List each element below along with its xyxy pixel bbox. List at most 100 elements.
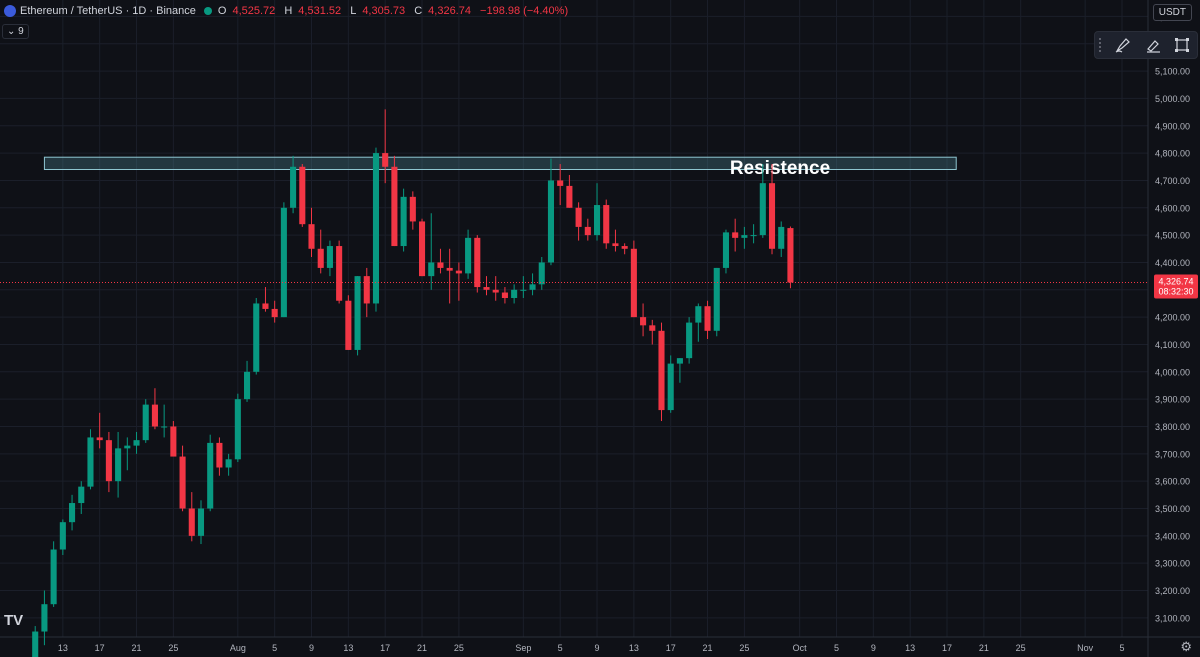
candle[interactable] xyxy=(410,197,416,222)
candle[interactable] xyxy=(705,306,711,331)
candle[interactable] xyxy=(447,268,453,271)
candle[interactable] xyxy=(106,440,112,481)
candle[interactable] xyxy=(189,509,195,536)
y-tick-label: 4,000.00 xyxy=(1155,367,1190,377)
candle[interactable] xyxy=(723,232,729,268)
candle[interactable] xyxy=(465,238,471,274)
candle[interactable] xyxy=(226,459,232,467)
select-box-icon[interactable] xyxy=(1171,34,1193,56)
candle[interactable] xyxy=(115,448,121,481)
candle[interactable] xyxy=(253,303,259,371)
candle[interactable] xyxy=(391,167,397,246)
candle[interactable] xyxy=(345,301,351,350)
candle[interactable] xyxy=(152,405,158,427)
candle[interactable] xyxy=(741,235,747,238)
candle[interactable] xyxy=(677,358,683,363)
candle[interactable] xyxy=(511,290,517,298)
candle[interactable] xyxy=(751,235,757,236)
candle[interactable] xyxy=(668,364,674,410)
candle[interactable] xyxy=(318,249,324,268)
candle[interactable] xyxy=(382,153,388,167)
candle[interactable] xyxy=(161,426,167,427)
y-tick-label: 4,400.00 xyxy=(1155,258,1190,268)
open-value: 4,525.72 xyxy=(232,5,275,17)
candle[interactable] xyxy=(51,550,57,605)
candle[interactable] xyxy=(502,293,508,298)
candle[interactable] xyxy=(272,309,278,317)
candle[interactable] xyxy=(373,153,379,303)
candle[interactable] xyxy=(428,262,434,276)
candle[interactable] xyxy=(658,331,664,410)
candle[interactable] xyxy=(198,509,204,536)
indicators-toggle[interactable]: ⌄ 9 xyxy=(2,24,29,39)
candle[interactable] xyxy=(594,205,600,235)
candle[interactable] xyxy=(640,317,646,325)
candle[interactable] xyxy=(235,399,241,459)
candle[interactable] xyxy=(355,276,361,350)
candle[interactable] xyxy=(133,440,139,445)
candle[interactable] xyxy=(308,224,314,249)
candle[interactable] xyxy=(262,303,268,308)
candle[interactable] xyxy=(364,276,370,303)
candle[interactable] xyxy=(299,167,305,224)
brush-icon[interactable] xyxy=(1142,34,1164,56)
ohlc-values: O 4,525.72 H 4,531.52 L 4,305.73 C 4,326.74 … xyxy=(218,5,574,17)
candle[interactable] xyxy=(649,325,655,330)
candle[interactable] xyxy=(401,197,407,246)
tradingview-logo-icon[interactable]: TV xyxy=(4,612,23,629)
candle[interactable] xyxy=(124,446,130,449)
candle[interactable] xyxy=(483,287,489,290)
x-tick-label: 5 xyxy=(1119,643,1124,653)
candle[interactable] xyxy=(327,246,333,268)
candle[interactable] xyxy=(557,180,563,185)
currency-selector[interactable]: USDT xyxy=(1153,4,1192,21)
candle[interactable] xyxy=(143,405,149,441)
candle[interactable] xyxy=(576,208,582,227)
candle[interactable] xyxy=(686,323,692,359)
candle[interactable] xyxy=(612,243,618,246)
candle[interactable] xyxy=(437,262,443,267)
candle[interactable] xyxy=(87,437,93,486)
candle[interactable] xyxy=(760,183,766,235)
candle[interactable] xyxy=(778,227,784,249)
candle[interactable] xyxy=(769,183,775,249)
candle[interactable] xyxy=(336,246,342,301)
candle[interactable] xyxy=(41,604,47,631)
y-tick-label: 4,800.00 xyxy=(1155,149,1190,159)
candle[interactable] xyxy=(603,205,609,243)
candle[interactable] xyxy=(539,262,545,284)
y-tick-label: 3,100.00 xyxy=(1155,613,1190,623)
candle[interactable] xyxy=(32,632,38,657)
symbol-title[interactable]: Ethereum / TetherUS · 1D · Binance xyxy=(20,5,196,17)
candle[interactable] xyxy=(714,268,720,331)
candle[interactable] xyxy=(548,180,554,262)
candle[interactable] xyxy=(732,232,738,237)
pen-icon[interactable] xyxy=(1112,34,1134,56)
candle[interactable] xyxy=(170,426,176,456)
candle[interactable] xyxy=(474,238,480,287)
candle[interactable] xyxy=(419,221,425,276)
candle[interactable] xyxy=(60,522,66,549)
drag-handle-icon[interactable] xyxy=(1099,38,1105,52)
settings-icon[interactable]: ⚙ xyxy=(1180,639,1192,655)
candle[interactable] xyxy=(244,372,250,399)
candle[interactable] xyxy=(530,284,536,289)
candle[interactable] xyxy=(566,186,572,208)
candle[interactable] xyxy=(78,487,84,503)
candle[interactable] xyxy=(290,167,296,208)
candle[interactable] xyxy=(585,227,591,235)
candle[interactable] xyxy=(180,457,186,509)
candle[interactable] xyxy=(695,306,701,322)
candle[interactable] xyxy=(622,246,628,249)
candle[interactable] xyxy=(97,437,103,440)
candle[interactable] xyxy=(493,290,499,293)
candle[interactable] xyxy=(69,503,75,522)
candle[interactable] xyxy=(520,290,526,291)
candle[interactable] xyxy=(281,208,287,317)
candle[interactable] xyxy=(456,271,462,274)
candle[interactable] xyxy=(216,443,222,468)
candle[interactable] xyxy=(787,228,793,282)
x-tick-label: 21 xyxy=(417,643,427,653)
candle[interactable] xyxy=(207,443,213,509)
